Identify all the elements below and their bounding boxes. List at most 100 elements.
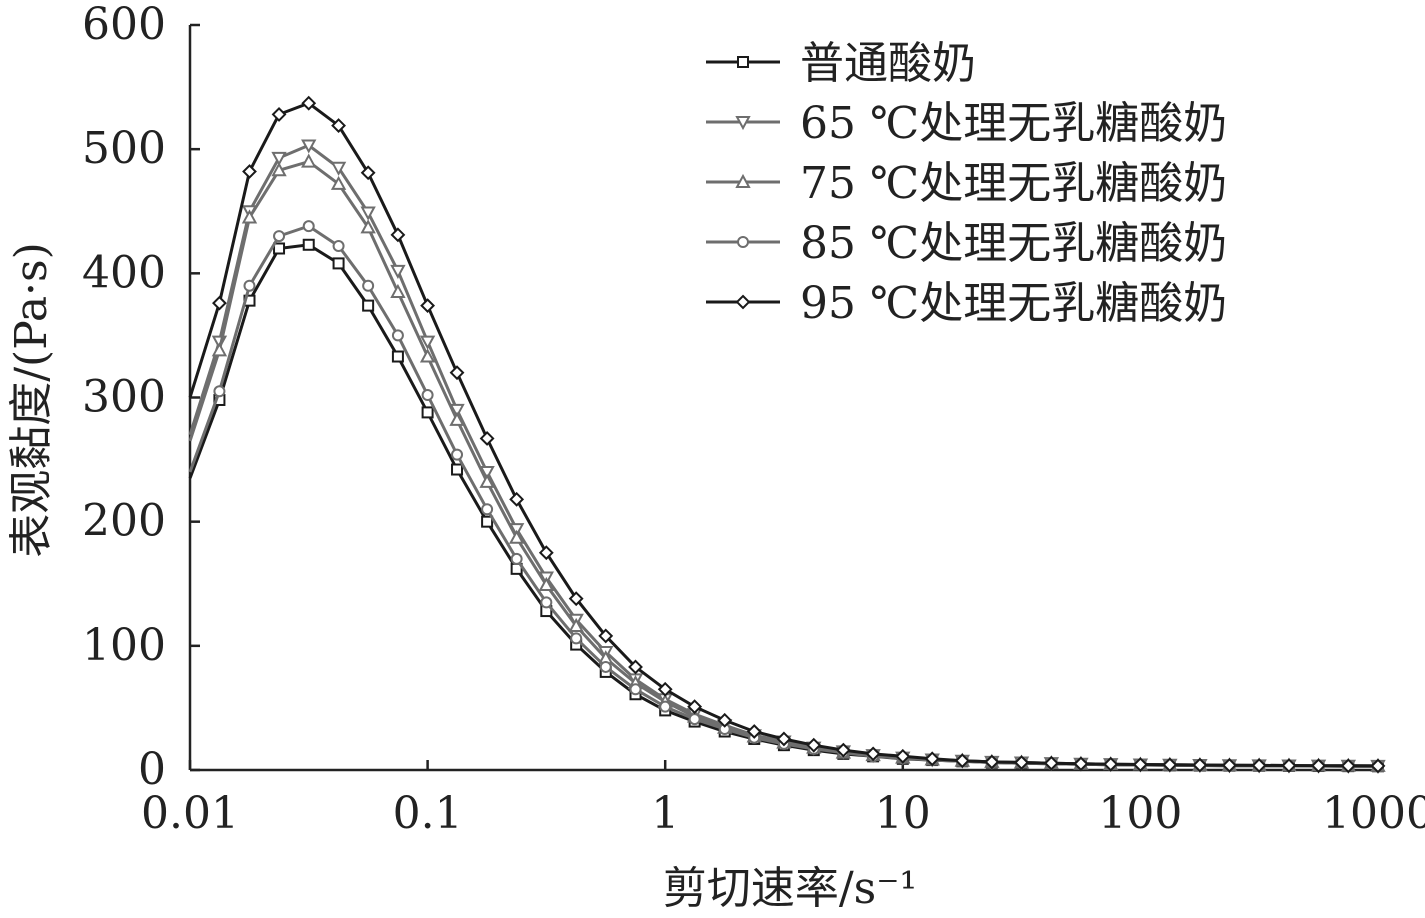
data-point <box>390 264 406 279</box>
data-point <box>1043 755 1059 771</box>
data-point <box>271 151 287 166</box>
data-point <box>508 529 525 544</box>
data-point <box>391 350 404 363</box>
data-point <box>835 742 851 758</box>
y-tick-label: 200 <box>82 496 166 547</box>
data-point <box>301 153 317 168</box>
x-tick-label: 0.1 <box>393 788 463 839</box>
data-point <box>420 298 436 314</box>
data-point <box>330 161 347 176</box>
data-point <box>243 279 256 292</box>
legend-item: 65 ℃处理无乳糖酸奶 <box>706 98 1227 149</box>
data-point <box>362 279 375 292</box>
data-point <box>509 491 525 507</box>
data-point <box>865 746 881 762</box>
data-point <box>746 724 762 739</box>
y-tick-label: 0 <box>138 744 166 795</box>
x-axis-ticks: 0.01 0.1 1 10 100 1000 <box>141 760 1425 839</box>
data-point <box>451 463 464 476</box>
x-tick-label: 10 <box>875 788 931 839</box>
data-point <box>568 617 584 632</box>
data-point <box>271 162 287 177</box>
y-tick-label: 600 <box>82 0 166 50</box>
data-point <box>213 385 226 398</box>
data-point <box>1103 756 1119 772</box>
data-point <box>390 283 406 298</box>
data-point <box>390 227 406 243</box>
data-point <box>1251 757 1267 773</box>
y-tick-label: 400 <box>82 247 166 298</box>
data-point <box>212 295 227 311</box>
data-point <box>687 699 703 715</box>
data-point <box>421 406 434 419</box>
legend: 普通酸奶 65 ℃处理无乳糖酸奶 75 ℃处理无乳糖酸奶 85 ℃处理无乳糖酸奶 95 … <box>706 38 1227 329</box>
data-point <box>538 545 554 561</box>
data-point <box>1014 755 1029 770</box>
data-point <box>449 365 465 381</box>
data-point <box>1370 758 1386 774</box>
data-point <box>717 712 733 728</box>
data-point <box>391 329 404 342</box>
x-tick-label: 0.01 <box>141 788 239 839</box>
data-point <box>599 660 612 673</box>
data-point <box>242 164 257 179</box>
series-group <box>188 95 1386 774</box>
legend-marker <box>737 56 749 68</box>
legend-label: 75 ℃处理无乳糖酸奶 <box>800 158 1227 209</box>
data-point <box>360 219 376 234</box>
data-point <box>570 632 583 645</box>
legend-label: 普通酸奶 <box>800 38 976 89</box>
data-point <box>984 754 1000 770</box>
data-point <box>332 257 345 270</box>
data-point <box>924 751 940 767</box>
data-point <box>479 431 495 446</box>
legend-item: 95 ℃处理无乳糖酸奶 <box>706 278 1227 329</box>
data-point <box>360 165 376 181</box>
data-point <box>540 596 553 609</box>
data-point <box>598 628 614 644</box>
data-point <box>449 411 465 426</box>
legend-label: 65 ℃处理无乳糖酸奶 <box>800 98 1227 149</box>
data-point <box>211 342 228 357</box>
x-axis-title: 剪切速率/s⁻¹ <box>663 863 917 914</box>
data-point <box>451 448 464 461</box>
data-point <box>302 238 315 251</box>
data-point <box>568 591 584 607</box>
data-point <box>241 209 258 224</box>
y-tick-label: 100 <box>82 620 166 671</box>
data-point <box>301 139 317 154</box>
y-axis-ticks: 0 100 200 300 400 500 600 <box>82 0 200 795</box>
series-5 <box>188 95 1386 774</box>
data-point <box>332 240 345 253</box>
data-point <box>629 683 642 696</box>
data-point <box>330 175 347 190</box>
data-point <box>273 242 286 255</box>
data-point <box>481 515 494 528</box>
legend-marker <box>735 294 751 310</box>
y-tick-label: 300 <box>82 372 166 423</box>
data-point <box>688 713 701 726</box>
data-point <box>538 576 555 591</box>
data-point <box>302 220 315 233</box>
data-point <box>271 106 287 122</box>
data-point <box>776 731 792 747</box>
data-point <box>331 118 346 133</box>
y-axis-title: 表观黏度/(Pa·s) <box>6 242 57 558</box>
data-point <box>1311 758 1326 774</box>
data-point <box>1281 758 1297 773</box>
legend-label: 85 ℃处理无乳糖酸奶 <box>800 218 1227 269</box>
data-point <box>1192 757 1208 773</box>
data-point <box>1132 757 1148 772</box>
x-tick-label: 1000 <box>1322 788 1425 839</box>
data-point <box>510 552 523 565</box>
data-point <box>301 95 317 111</box>
legend-marker <box>735 173 751 188</box>
data-point <box>895 748 911 764</box>
data-point <box>628 659 643 675</box>
data-point <box>479 473 495 488</box>
data-point <box>360 206 376 221</box>
data-point <box>1340 758 1356 774</box>
legend-label: 95 ℃处理无乳糖酸奶 <box>800 278 1227 329</box>
x-tick-label: 100 <box>1098 788 1182 839</box>
